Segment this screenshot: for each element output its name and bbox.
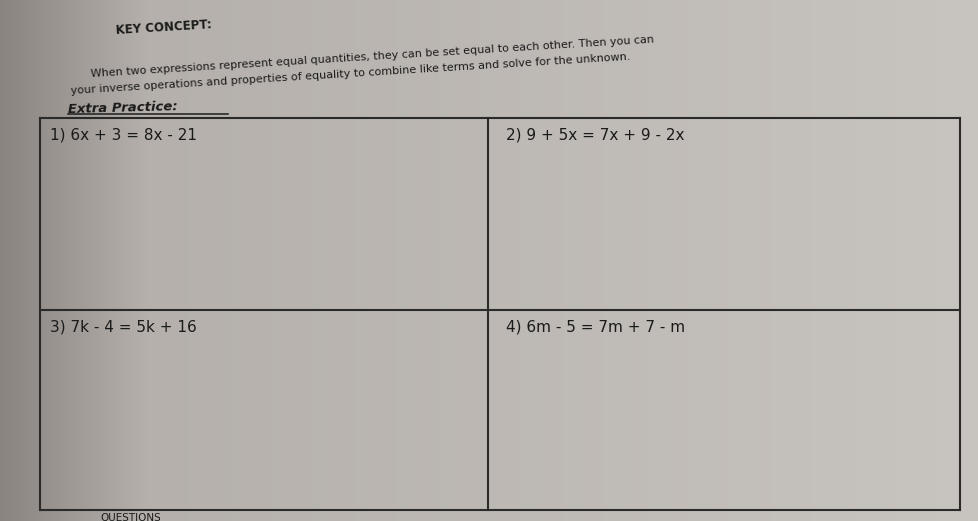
Text: 3) 7k - 4 = 5k + 16: 3) 7k - 4 = 5k + 16: [50, 320, 197, 335]
Text: QUESTIONS: QUESTIONS: [100, 513, 160, 521]
Text: your inverse operations and properties of equality to combine like terms and sol: your inverse operations and properties o…: [70, 52, 630, 96]
Text: Extra Practice:: Extra Practice:: [67, 100, 178, 116]
Text: KEY CONCEPT:: KEY CONCEPT:: [114, 18, 211, 37]
Text: 1) 6x + 3 = 8x - 21: 1) 6x + 3 = 8x - 21: [50, 128, 197, 143]
Text: 2) 9 + 5x = 7x + 9 - 2x: 2) 9 + 5x = 7x + 9 - 2x: [506, 128, 684, 143]
Text: 4) 6m - 5 = 7m + 7 - m: 4) 6m - 5 = 7m + 7 - m: [506, 320, 685, 335]
Text: When two expressions represent equal quantities, they can be set equal to each o: When two expressions represent equal qua…: [90, 35, 653, 79]
